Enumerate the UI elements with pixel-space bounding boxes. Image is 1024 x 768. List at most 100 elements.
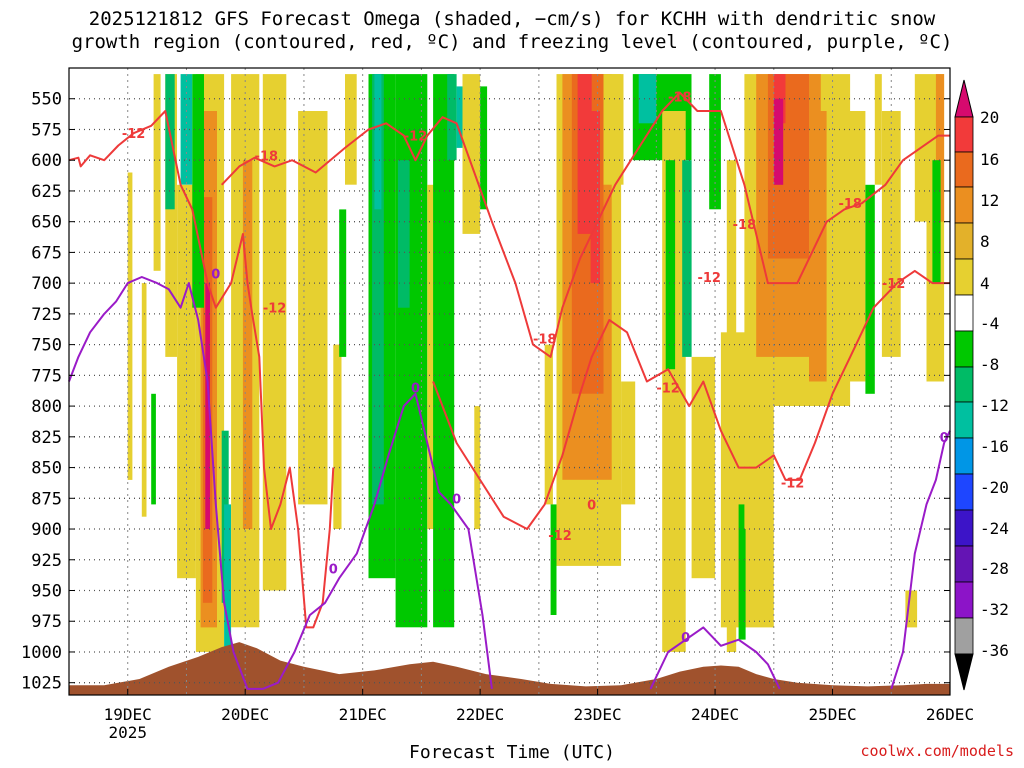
y-tick-label: 1000 bbox=[21, 643, 62, 663]
colorbar-swatch bbox=[954, 401, 974, 439]
omega-cell bbox=[298, 111, 328, 505]
colorbar-label: -12 bbox=[980, 396, 1009, 415]
y-tick-label: 650 bbox=[31, 213, 62, 233]
omega-cell bbox=[738, 504, 746, 640]
x-tick-label: 26DEC bbox=[926, 705, 974, 724]
omega-cell bbox=[447, 74, 457, 161]
contour-line bbox=[68, 110, 335, 629]
omega-cell bbox=[665, 160, 676, 370]
y-tick-label: 700 bbox=[31, 274, 62, 294]
colorbar-swatch bbox=[954, 473, 974, 511]
omega-cell bbox=[151, 393, 156, 505]
omega-cell bbox=[865, 184, 875, 394]
omega-cell bbox=[844, 111, 866, 382]
chart-title-line1: 2025121812 GFS Forecast Omega (shaded, −… bbox=[88, 8, 936, 30]
temperature-contours bbox=[68, 91, 951, 690]
colorbar-label: -16 bbox=[980, 437, 1009, 456]
contour-labels: -12 -18 -12 -12 -18 -12 0 -18 -12 -12 -18 -18 -12 -12… bbox=[122, 90, 949, 646]
omega-cell bbox=[205, 283, 210, 529]
colorbar-label: -24 bbox=[980, 519, 1009, 538]
contour-label: -12 bbox=[404, 130, 428, 145]
omega-cell bbox=[372, 74, 384, 505]
colorbar: 20 16 12 8 4 -4 -8 -12 -16 -20 -24 -28 -32 -36 bbox=[954, 79, 1009, 691]
omega-cell bbox=[550, 504, 557, 615]
x-tick-label: 25DEC bbox=[808, 705, 856, 724]
credit-label: coolwx.com/models bbox=[860, 742, 1014, 760]
y-tick-label: 875 bbox=[31, 489, 62, 509]
contour-label: -18 bbox=[255, 149, 279, 164]
contour-label: 0 bbox=[211, 267, 220, 282]
y-axis: 550 575 600 625 650 675 700 725 750 775 800 825 850 8… bbox=[21, 90, 950, 694]
omega-cell bbox=[192, 74, 204, 308]
colorbar-swatch bbox=[954, 545, 974, 583]
contour-label: 0 bbox=[452, 492, 461, 507]
contour-line bbox=[649, 626, 781, 690]
omega-cell bbox=[165, 74, 177, 357]
colorbar-swatch bbox=[954, 116, 974, 153]
contour-label: 0 bbox=[587, 498, 596, 513]
omega-cell bbox=[544, 344, 553, 505]
contour-label: 0 bbox=[681, 631, 690, 646]
contour-label: 0 bbox=[940, 431, 949, 446]
contour-line bbox=[890, 430, 951, 690]
x-tick-label: 23DEC bbox=[574, 705, 622, 724]
y-tick-label: 775 bbox=[31, 366, 62, 386]
y-tick-label: 1025 bbox=[21, 674, 62, 694]
omega-cell bbox=[932, 160, 941, 284]
omega-cell bbox=[224, 504, 232, 652]
colorbar-swatch bbox=[954, 222, 974, 260]
colorbar-label: -28 bbox=[980, 559, 1009, 578]
colorbar-label: -8 bbox=[980, 355, 999, 374]
y-tick-label: 975 bbox=[31, 612, 62, 632]
contour-line bbox=[68, 276, 493, 690]
y-tick-label: 550 bbox=[31, 90, 62, 110]
omega-cell bbox=[333, 344, 342, 529]
contour-label: 0 bbox=[329, 562, 338, 577]
y-tick-label: 900 bbox=[31, 520, 62, 540]
colorbar-swatch bbox=[954, 581, 974, 619]
colorbar-label: 8 bbox=[980, 232, 990, 251]
omega-cell bbox=[374, 74, 382, 210]
omega-cell bbox=[395, 74, 428, 628]
contour-label: -12 bbox=[656, 382, 680, 397]
omega-cell bbox=[773, 98, 784, 185]
omega-cell bbox=[577, 74, 592, 234]
colorbar-label: 4 bbox=[980, 274, 990, 293]
omega-cell bbox=[462, 74, 481, 234]
omega-cell bbox=[397, 160, 410, 308]
colorbar-label: -36 bbox=[980, 641, 1009, 660]
colorbar-swatch bbox=[954, 258, 974, 296]
contour-line bbox=[432, 269, 950, 530]
omega-cell bbox=[165, 74, 175, 210]
colorbar-label: -32 bbox=[980, 600, 1009, 619]
omega-cell bbox=[127, 172, 133, 480]
colorbar-top-arrow bbox=[954, 79, 974, 118]
x-tick-sublabel: 2025 bbox=[108, 723, 147, 742]
contour-label: -18 bbox=[668, 90, 692, 105]
terrain-area bbox=[69, 642, 950, 695]
contour-label: -12 bbox=[548, 529, 572, 544]
omega-cell bbox=[339, 209, 347, 357]
contour-label: -18 bbox=[838, 197, 862, 212]
colorbar-swatch bbox=[954, 294, 974, 332]
omega-cell bbox=[345, 74, 357, 185]
omega-cell bbox=[682, 160, 692, 357]
plot-frame bbox=[68, 67, 951, 696]
omega-cell bbox=[456, 86, 464, 148]
x-axis-label: Forecast Time (UTC) bbox=[409, 742, 615, 763]
omega-cell bbox=[141, 283, 147, 517]
contour-label: -12 bbox=[697, 271, 721, 286]
y-tick-label: 800 bbox=[31, 397, 62, 417]
y-tick-label: 600 bbox=[31, 151, 62, 171]
omega-cell bbox=[874, 74, 882, 185]
x-tick-label: 19DEC bbox=[104, 705, 152, 724]
omega-cell bbox=[480, 86, 488, 210]
colorbar-label: -4 bbox=[980, 314, 999, 333]
omega-cell bbox=[603, 74, 624, 185]
contour-label: -12 bbox=[781, 476, 805, 491]
contour-label: -12 bbox=[122, 127, 146, 142]
omega-cell bbox=[905, 590, 918, 628]
chart-title-line2: growth region (contoured, red, ºC) and f… bbox=[71, 31, 953, 53]
